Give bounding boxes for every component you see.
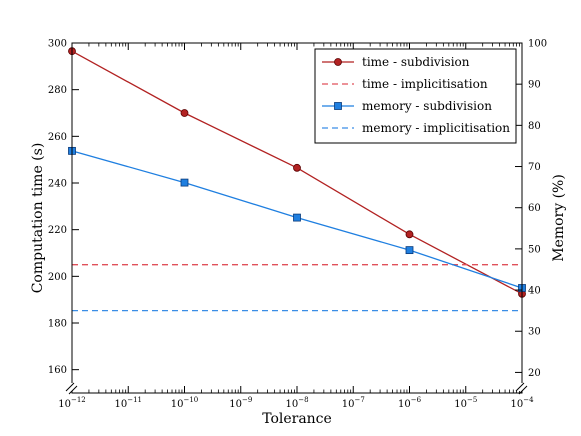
- x-tick-label: 10−7: [342, 396, 365, 410]
- y-right-axis-label: Memory (%): [551, 174, 567, 262]
- axis-break-mark: [65, 382, 75, 392]
- y-right-tick-label: 70: [528, 162, 541, 173]
- y-right-tick-label: 90: [528, 80, 541, 91]
- data-point: [405, 246, 414, 255]
- legend-box: [314, 48, 517, 144]
- data-point: [180, 109, 189, 117]
- legend-label: time - subdivision: [362, 55, 470, 69]
- y-left-tick-label: 220: [48, 225, 67, 236]
- x-tick-label: 10−4: [510, 396, 534, 410]
- data-point: [405, 230, 414, 239]
- x-axis-label: Tolerance: [262, 411, 332, 427]
- legend-marker: [334, 102, 342, 110]
- y-left-axis-label: Computation time (s): [30, 143, 46, 294]
- y-left-tick-label: 240: [48, 179, 67, 190]
- legend-marker: [334, 58, 342, 66]
- x-tick-label: 10−9: [229, 396, 252, 410]
- y-right-tick-label: 100: [528, 39, 547, 50]
- x-tick-label: 10−10: [171, 396, 199, 410]
- y-left-tick-label: 180: [48, 319, 67, 330]
- y-right-tick-label: 80: [528, 121, 541, 132]
- y-left-tick-label: 280: [48, 85, 67, 96]
- y-right-tick-label: 40: [528, 286, 541, 297]
- data-point: [180, 178, 189, 187]
- y-right-tick-label: 50: [528, 244, 541, 255]
- axis-break-mark: [518, 385, 528, 395]
- x-tick-label: 10−12: [58, 396, 86, 410]
- x-tick-label: 10−6: [398, 396, 422, 410]
- y-left-tick-label: 160: [48, 365, 67, 376]
- data-point: [293, 163, 301, 172]
- legend-label: memory - subdivision: [362, 99, 492, 113]
- x-tick-label: 10−5: [454, 396, 477, 410]
- legend-label: memory - implicitisation: [362, 121, 510, 135]
- y-right-tick-label: 20: [528, 368, 541, 379]
- x-tick-label: 10−11: [114, 396, 142, 410]
- data-point: [293, 213, 301, 222]
- legend-label: time - implicitisation: [362, 77, 488, 91]
- axis-break-mark: [68, 385, 78, 395]
- y-right-tick-label: 60: [528, 203, 541, 214]
- axis-break-gap: [66, 383, 78, 391]
- y-right-tick-label: 30: [528, 327, 541, 338]
- y-left-tick-label: 300: [48, 39, 67, 50]
- y-left-tick-label: 260: [48, 132, 67, 143]
- axis-break-mark: [515, 382, 525, 392]
- y-left-tick-label: 200: [48, 272, 67, 283]
- axis-break-gap: [516, 383, 528, 391]
- x-tick-label: 10−8: [285, 396, 308, 410]
